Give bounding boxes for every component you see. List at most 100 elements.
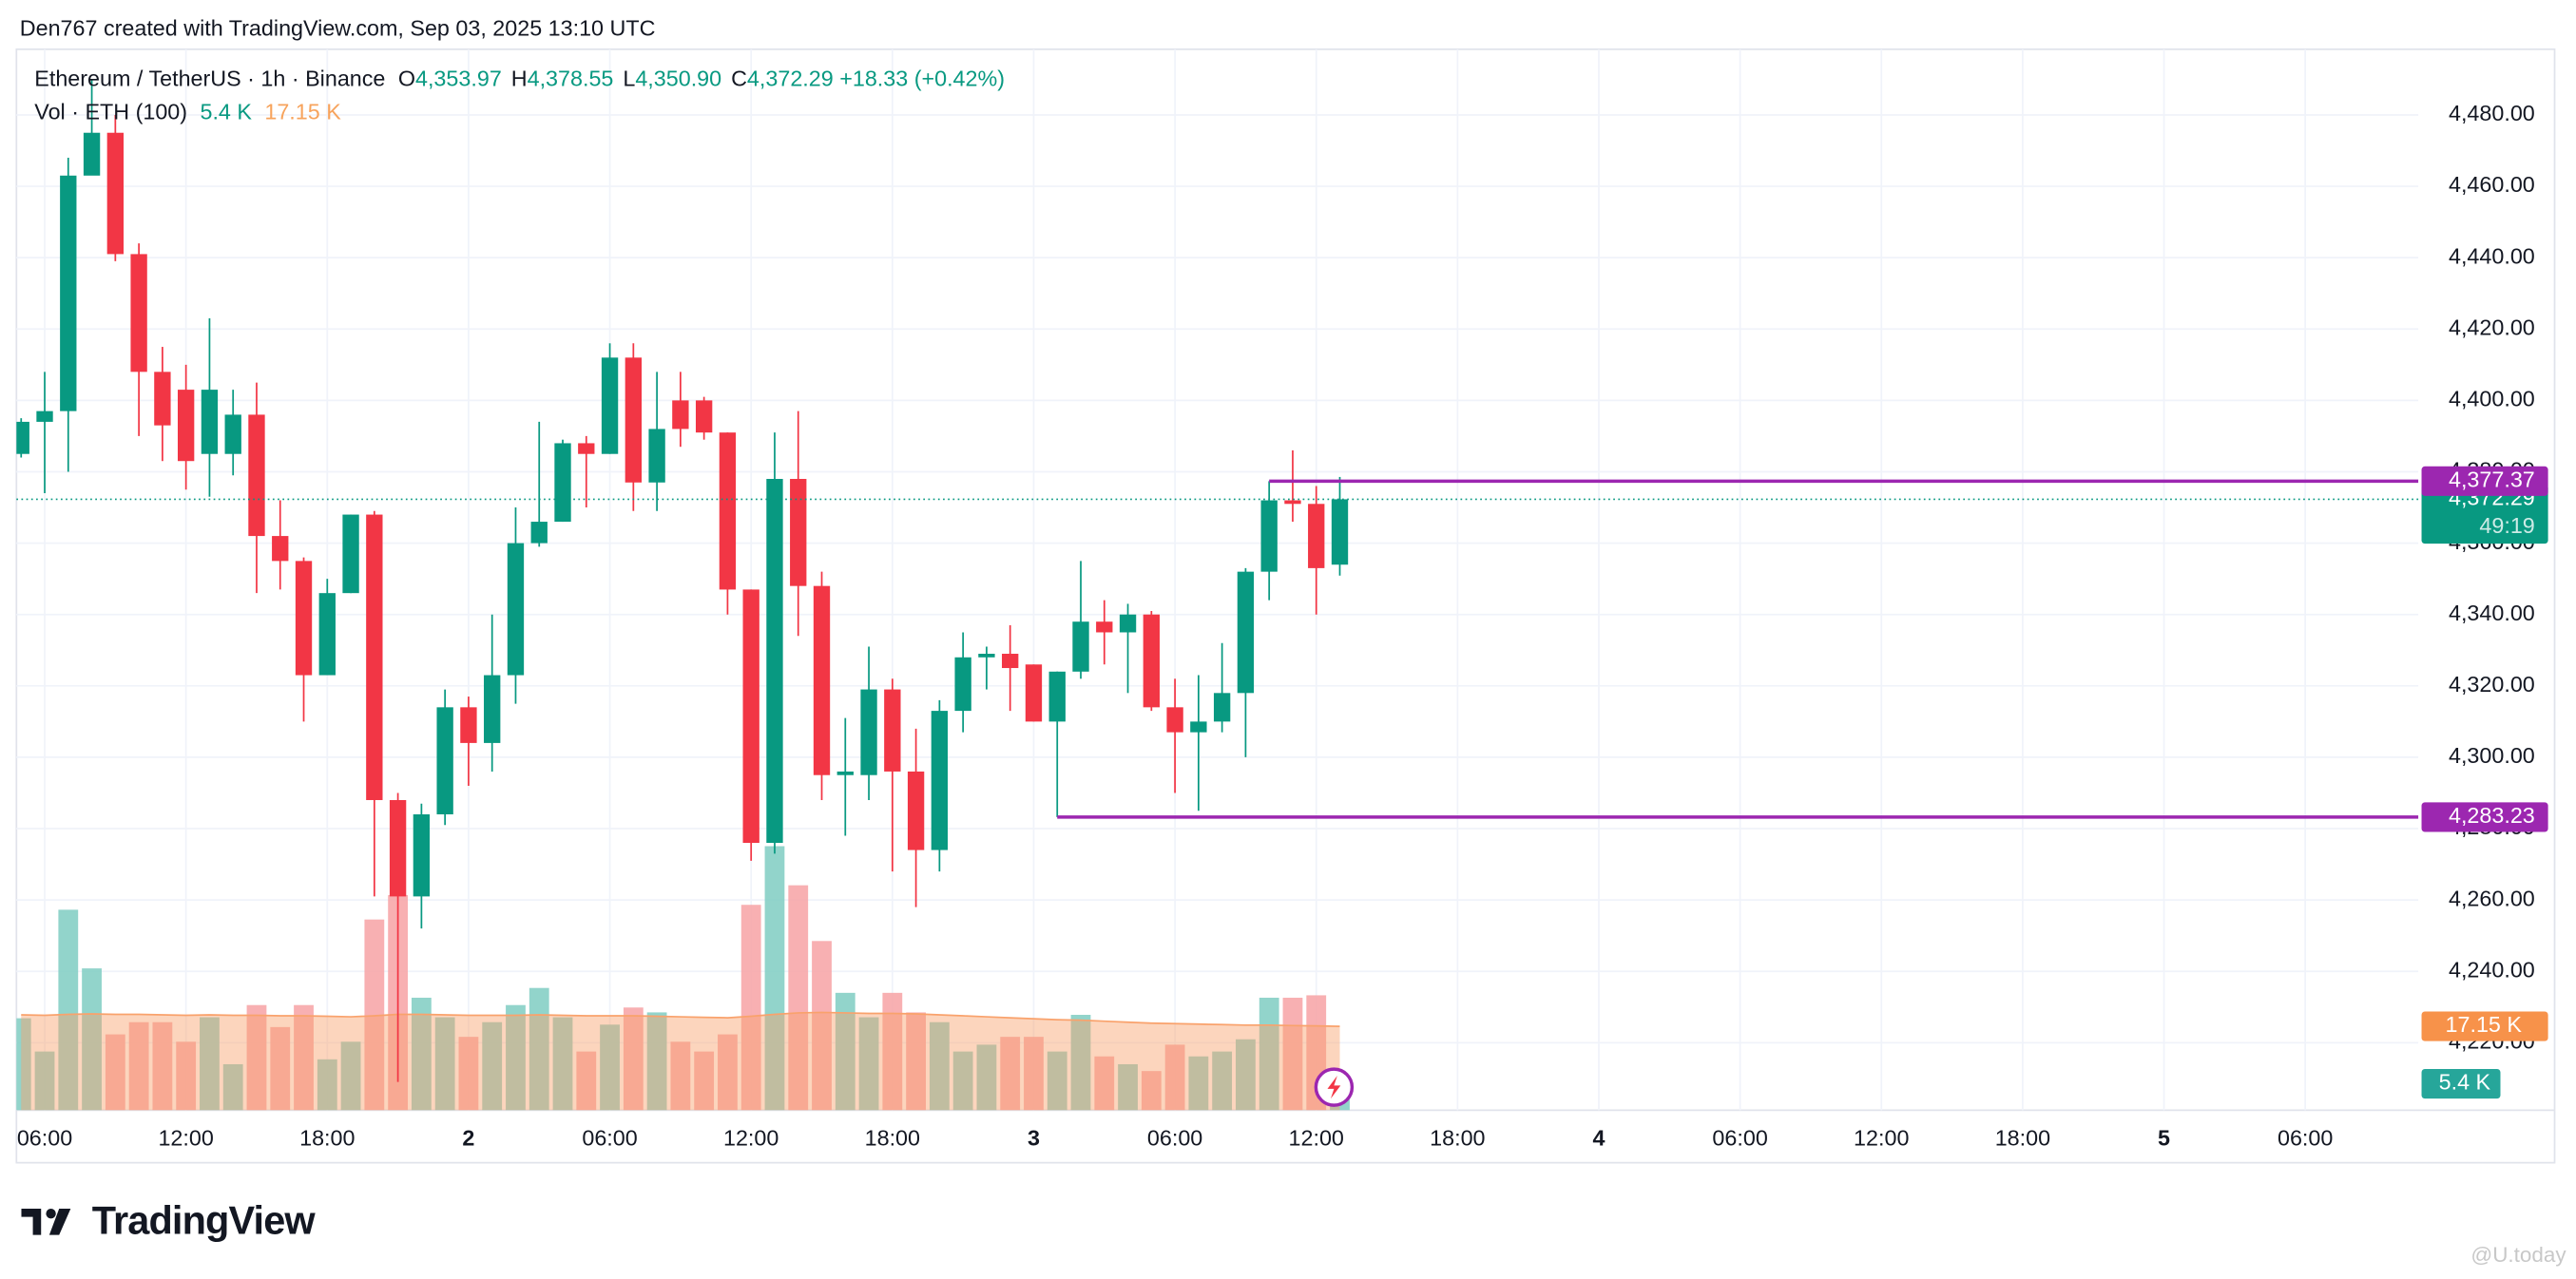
- candle-body: [672, 400, 689, 430]
- candle-body: [1002, 654, 1019, 669]
- candle-body: [1331, 499, 1349, 565]
- logo-icon: [21, 1209, 42, 1235]
- volume-box: [2421, 1068, 2501, 1099]
- volume-pane: [16, 846, 1350, 1111]
- volume-legend: Vol · ETH (100) 5.4 K 17.15 K: [34, 99, 341, 124]
- logo: TradingView: [21, 1198, 317, 1243]
- candle-body: [790, 478, 807, 586]
- volume-label: 5.4 K: [2439, 1070, 2491, 1095]
- candle-body: [484, 675, 501, 743]
- volume-bar: [82, 968, 102, 1111]
- volume-bar: [623, 1007, 644, 1111]
- candle-body: [318, 593, 336, 676]
- volume-bar: [1212, 1051, 1233, 1111]
- countdown-label: 49:19: [2479, 513, 2534, 538]
- logo-icon: [46, 1209, 56, 1219]
- volume-bar: [1141, 1071, 1162, 1111]
- candle-body: [16, 421, 29, 454]
- candle-body: [719, 432, 737, 590]
- y-tick-label: 4,440.00: [2449, 243, 2535, 268]
- x-tick-label: 06:00: [2278, 1126, 2333, 1151]
- candle-body: [766, 478, 783, 844]
- candle-body: [1237, 571, 1255, 694]
- volume-bar: [882, 992, 903, 1111]
- candle-body: [177, 390, 195, 462]
- candle-body: [578, 443, 595, 454]
- volume-bar: [506, 1004, 526, 1111]
- y-tick-label: 4,240.00: [2449, 957, 2535, 982]
- x-tick-label: 12:00: [1289, 1126, 1344, 1151]
- volume-bar: [364, 919, 385, 1111]
- volume-bar: [176, 1041, 197, 1111]
- volume-bar: [246, 1004, 267, 1111]
- alert-icon-bolt[interactable]: [1327, 1076, 1341, 1099]
- ohlc-key: O: [398, 67, 415, 91]
- candle-body: [248, 414, 265, 537]
- x-tick-label: 12:00: [723, 1126, 779, 1151]
- candle-body: [1025, 664, 1043, 722]
- x-tick-label: 06:00: [1712, 1126, 1767, 1151]
- candle-body: [154, 372, 171, 426]
- overlays: [16, 479, 2419, 819]
- x-tick-label: 06:00: [1147, 1126, 1202, 1151]
- alert-icon[interactable]: [1314, 1067, 1355, 1107]
- candle-body: [1166, 707, 1183, 733]
- volume-bar: [294, 1004, 314, 1111]
- candle-body: [1284, 500, 1301, 505]
- candle-body: [342, 514, 359, 594]
- line-price-label: 4,377.37: [2449, 468, 2535, 492]
- ohlc-key: H: [511, 67, 528, 91]
- candle-body: [83, 132, 101, 176]
- candle-body: [601, 357, 619, 454]
- logo-icon: [48, 1209, 71, 1235]
- volume-bar: [718, 1034, 738, 1111]
- volume-bar: [434, 1017, 455, 1111]
- volume-bar: [128, 1021, 149, 1111]
- x-tick-label: 12:00: [1854, 1126, 1909, 1151]
- candle-body: [1143, 614, 1160, 708]
- y-tick-label: 4,400.00: [2449, 387, 2535, 411]
- ohlc-value: 4,378.55: [528, 67, 614, 91]
- volume-bar: [1118, 1063, 1138, 1111]
- volume-bar: [152, 1021, 173, 1111]
- y-tick-label: 4,480.00: [2449, 101, 2535, 125]
- candle-body: [36, 410, 53, 422]
- volume-bar: [600, 1024, 620, 1111]
- candle-body: [530, 522, 548, 544]
- candle-body: [931, 711, 949, 850]
- volume-bar: [1164, 1044, 1185, 1111]
- x-tick-label: 12:00: [158, 1126, 213, 1151]
- volume-bar: [670, 1041, 691, 1111]
- volume-bar: [858, 1017, 879, 1111]
- vol-ma-label: 17.15 K: [2446, 1012, 2523, 1037]
- candle-body: [436, 707, 453, 815]
- x-tick-label: 18:00: [865, 1126, 920, 1151]
- x-tick-label: 06:00: [17, 1126, 72, 1151]
- volume-bar: [200, 1017, 220, 1111]
- vol-ma-box: [2421, 1011, 2548, 1041]
- candle-body: [742, 589, 759, 844]
- volume-bar: [1047, 1051, 1067, 1111]
- candle-body: [1190, 721, 1207, 733]
- logo-text: TradingView: [92, 1198, 317, 1243]
- volume-bar: [482, 1021, 503, 1111]
- volume-bar: [835, 992, 855, 1111]
- volume-bar: [1000, 1037, 1021, 1111]
- ohlc-key: C: [731, 67, 747, 91]
- candle-body: [648, 429, 665, 483]
- candle-body: [201, 390, 219, 454]
- volume-bar: [812, 941, 832, 1111]
- candle-body: [130, 254, 147, 372]
- x-tick-label: 18:00: [299, 1126, 355, 1151]
- volume-bar: [1070, 1015, 1091, 1111]
- candle-body: [507, 543, 525, 676]
- candle-body: [1308, 504, 1325, 568]
- volume-bar: [740, 905, 761, 1111]
- y-tick-label: 4,460.00: [2449, 172, 2535, 197]
- last-price-box: [2421, 484, 2548, 544]
- x-tick-label: 18:00: [1430, 1126, 1485, 1151]
- volume-title: Vol · ETH (100): [34, 99, 187, 124]
- candle-body: [625, 357, 643, 483]
